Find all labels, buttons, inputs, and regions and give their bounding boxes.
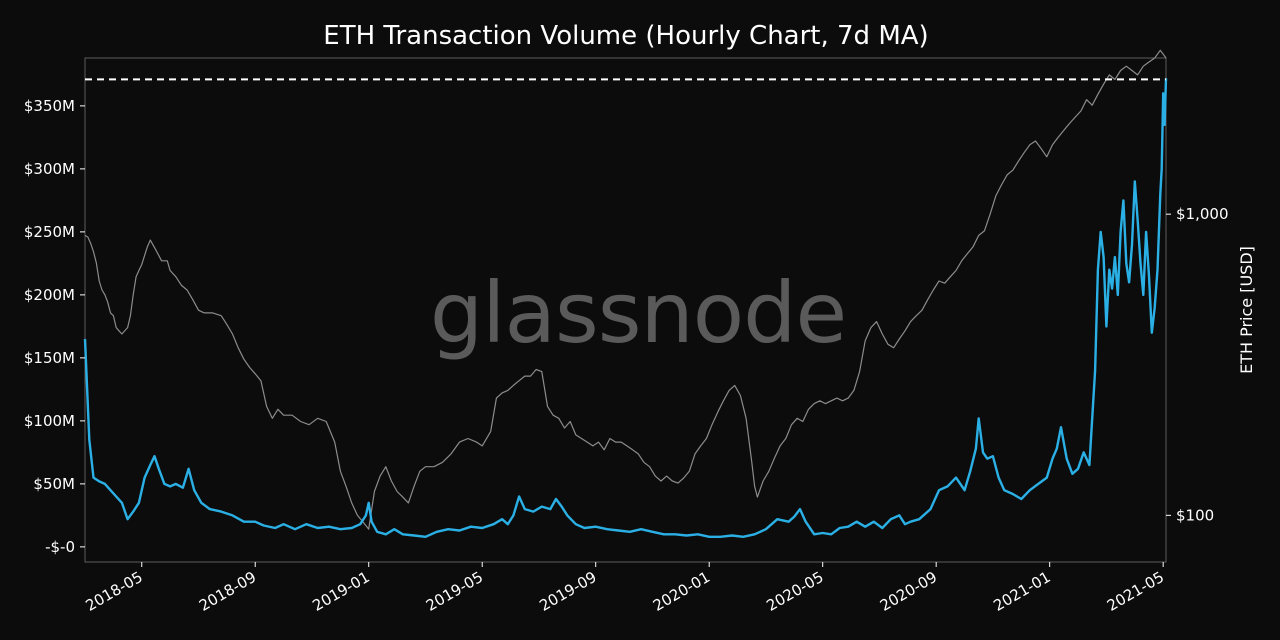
transaction-volume-line	[83, 78, 1168, 538]
right-tick-label: $100	[1176, 506, 1214, 524]
volume-line-layer	[83, 78, 1168, 538]
left-tick-label: $300M	[24, 160, 75, 178]
left-axis-ticks: -$-0 $50M $100M $150M $200M $250M $300M $350M	[24, 97, 85, 556]
left-tick-label: -$-0	[45, 538, 75, 556]
right-axis-label: ETH Price [USD]	[1237, 246, 1256, 374]
left-tick-label: $100M	[24, 412, 75, 430]
eth-price-line	[84, 49, 1167, 530]
right-axis-ticks: $100 $1,000	[1166, 205, 1229, 524]
left-tick-label: $350M	[24, 97, 75, 115]
left-tick-label: $50M	[33, 475, 75, 493]
left-tick-label: $250M	[24, 223, 75, 241]
watermark-text: glassnode	[430, 264, 846, 362]
left-tick-label: $150M	[24, 349, 75, 367]
left-tick-label: $200M	[24, 286, 75, 304]
chart-title: ETH Transaction Volume (Hourly Chart, 7d…	[323, 21, 928, 51]
plot-area	[84, 57, 1167, 563]
plot-frame	[84, 57, 1167, 563]
price-line-layer	[84, 49, 1167, 530]
right-tick-label: $1,000	[1176, 205, 1229, 223]
